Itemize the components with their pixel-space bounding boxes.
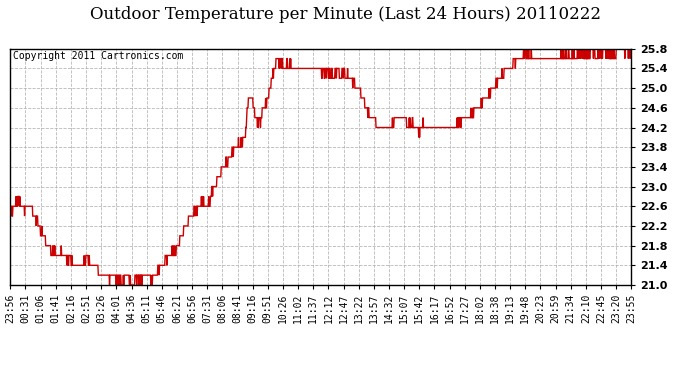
Text: Copyright 2011 Cartronics.com: Copyright 2011 Cartronics.com [14, 51, 184, 61]
Text: Outdoor Temperature per Minute (Last 24 Hours) 20110222: Outdoor Temperature per Minute (Last 24 … [90, 6, 600, 22]
